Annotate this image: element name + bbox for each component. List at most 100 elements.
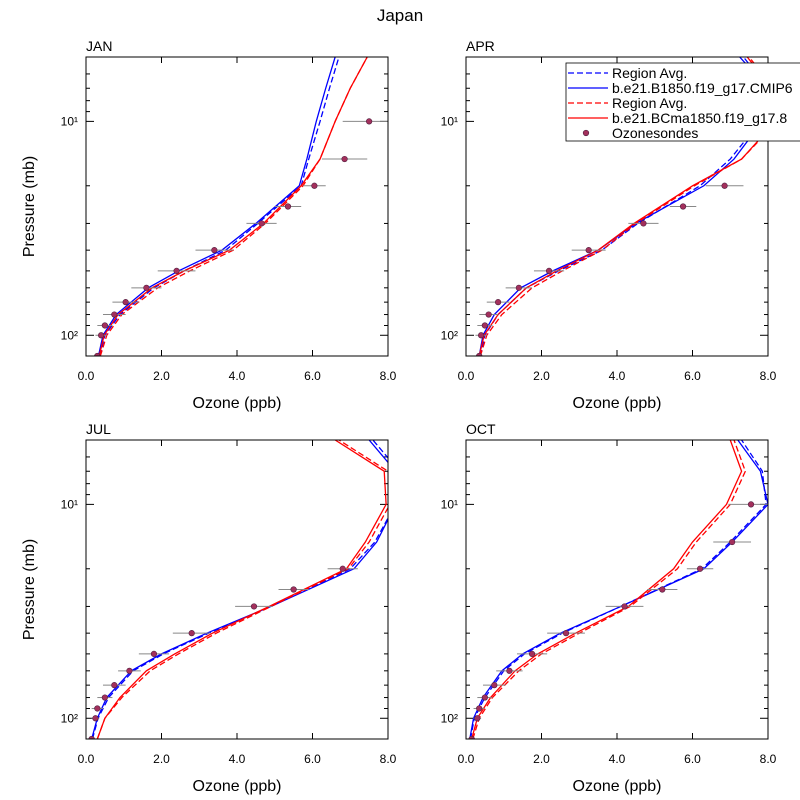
ozonesonde-point <box>659 586 666 593</box>
x-tick-label: 6.0 <box>304 369 321 383</box>
legend-label: Region Avg. <box>612 95 687 111</box>
panel-title: JAN <box>86 38 112 54</box>
ozonesonde-point <box>97 332 105 339</box>
x-tick-label: 2.0 <box>533 369 550 383</box>
page-title: Japan <box>377 6 423 25</box>
ozonesonde-point <box>515 284 522 291</box>
ozonesonde-point <box>585 247 592 254</box>
x-tick-label: 6.0 <box>684 752 701 766</box>
plot-frame <box>465 56 769 357</box>
ozonesonde-point <box>284 203 292 210</box>
ozonesonde-point <box>173 267 180 274</box>
x-tick-label: 0.0 <box>458 752 475 766</box>
ozonesonde-point <box>94 352 101 356</box>
ozonesonde-point <box>311 182 318 189</box>
plot-frame <box>465 439 769 740</box>
x-tick-label: 0.0 <box>78 369 95 383</box>
plot-area <box>475 57 768 356</box>
ozonesonde-point <box>494 299 502 306</box>
ozonesonde-point <box>339 565 346 572</box>
ozonesonde-point <box>729 538 736 546</box>
x-tick-label: 6.0 <box>304 752 321 766</box>
x-tick-label: 0.0 <box>78 752 95 766</box>
ozonesonde-point <box>485 311 492 318</box>
panel: JUL Ozone (ppb) Pressure (mb) 0.0 2.0 4.0 6.0 8… <box>21 421 397 795</box>
ozonesonde-point <box>92 715 99 722</box>
ozonesonde-point <box>126 667 133 674</box>
ozonesonde-point <box>506 667 513 674</box>
y-axis-label: Pressure (mb) <box>21 539 38 640</box>
ozonesonde-point <box>491 682 498 689</box>
legend-label: Region Avg. <box>612 65 687 81</box>
y-axis-label: Pressure (mb) <box>21 156 38 257</box>
x-tick-label: 4.0 <box>229 369 246 383</box>
ozonesonde-point <box>366 118 373 125</box>
ozonesonde-point <box>88 735 95 739</box>
ozonesonde-point <box>747 501 755 508</box>
legend-label: b.e21.B1850.f19_g17.CMIP6 <box>612 80 793 96</box>
x-tick-label: 8.0 <box>380 369 397 383</box>
legend-box <box>565 62 800 142</box>
panel: OCT Ozone (ppb) 0.0 2.0 4.0 6.0 8.0 10¹ 10² <box>441 421 777 795</box>
ozonesonde-point <box>481 322 488 329</box>
x-axis-label: Ozone (ppb) <box>573 778 662 795</box>
ozonesonde-point <box>250 603 258 610</box>
y-tick-label: 10¹ <box>61 497 78 511</box>
panel: APR Ozone (ppb) 0.0 2.0 4.0 6.0 8.0 10¹ 10² Regio… <box>441 38 800 412</box>
y-tick-label: 10² <box>441 328 458 342</box>
ozonesonde-point <box>640 220 647 227</box>
ozonesonde-point <box>111 682 118 689</box>
ozonesonde-point <box>94 705 101 712</box>
ozonesonde-point <box>290 586 297 593</box>
x-tick-label: 4.0 <box>229 752 246 766</box>
profile-line <box>97 57 336 356</box>
y-tick-label: 10² <box>61 328 78 342</box>
profile-line <box>96 440 387 739</box>
y-tick-label: 10¹ <box>61 114 78 128</box>
ozonesonde-point <box>341 155 348 163</box>
y-tick-label: 10² <box>61 711 78 725</box>
profile-line <box>471 440 743 739</box>
ozonesonde-point <box>721 182 728 189</box>
x-axis-label: Ozone (ppb) <box>573 395 662 412</box>
profile-line <box>99 57 340 356</box>
profile-line <box>478 57 768 356</box>
ozonesonde-point <box>211 247 218 254</box>
x-tick-label: 2.0 <box>533 752 550 766</box>
legend-marker <box>582 129 590 137</box>
x-tick-label: 6.0 <box>684 369 701 383</box>
profile-line <box>91 440 388 739</box>
x-tick-label: 4.0 <box>609 369 626 383</box>
profile-line <box>96 440 388 739</box>
x-tick-label: 4.0 <box>609 752 626 766</box>
legend-label: Ozonesondes <box>612 125 698 141</box>
y-tick-label: 10² <box>441 711 458 725</box>
ozonesonde-point <box>679 203 687 210</box>
plot-area <box>467 440 768 739</box>
x-tick-label: 0.0 <box>458 369 475 383</box>
legend-label: b.e21.BCma1850.f19_g17.8 <box>612 110 787 126</box>
plot-area <box>93 57 388 356</box>
plot-area <box>87 440 388 739</box>
ozonesonde-point <box>476 352 483 356</box>
ozonesonde-point <box>478 332 485 339</box>
panel-title: OCT <box>466 421 496 437</box>
profile-line <box>469 440 768 739</box>
profile-line <box>98 57 368 356</box>
ozonesonde-point <box>696 565 704 572</box>
panel-title: JUL <box>86 421 111 437</box>
plot-frame <box>85 56 389 357</box>
panel-title: APR <box>466 38 495 54</box>
y-tick-label: 10¹ <box>441 114 458 128</box>
ozonesonde-point <box>528 650 536 657</box>
x-axis-label: Ozone (ppb) <box>193 395 282 412</box>
ozonesonde-point <box>188 630 195 637</box>
y-tick-label: 10¹ <box>441 497 458 511</box>
ozonesonde-point <box>476 705 483 712</box>
panel: JAN Ozone (ppb) Pressure (mb) 0.0 2.0 4.0 6.0 8… <box>21 38 397 412</box>
x-tick-label: 8.0 <box>760 369 777 383</box>
ozonesonde-point <box>468 735 475 739</box>
plot-frame <box>85 439 389 740</box>
x-tick-label: 8.0 <box>380 752 397 766</box>
x-tick-label: 2.0 <box>153 369 170 383</box>
